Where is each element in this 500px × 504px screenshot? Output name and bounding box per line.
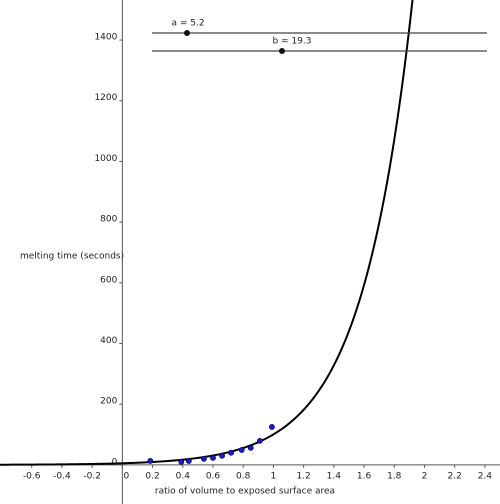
data-point [219,452,225,459]
y-tick-label: 800 [100,215,117,225]
slider-knob[interactable] [279,48,285,54]
x-tick-label: 0.4 [176,471,191,481]
x-tick-label: 0.6 [206,471,221,481]
data-point [238,447,245,453]
x-tick-label: 2 [422,471,428,481]
x-tick-label: 1.2 [296,471,310,481]
y-tick-label: 200 [100,397,117,407]
y-tick-label: 1400 [94,33,117,43]
x-axis-label: ratio of volume to exposed surface area [155,487,335,497]
y-tick-label: 1200 [94,93,117,103]
x-tick-label: 0.2 [145,471,159,481]
data-point [201,455,207,462]
x-tick-label: -0.4 [53,471,71,481]
data-point [269,424,275,430]
x-tick-label: 0 [123,471,129,481]
data-point [178,458,185,465]
data-point [185,458,192,464]
y-tick-label: 400 [100,336,117,346]
slider-label: a = 5.2 [171,19,204,29]
y-tick-label: 0 [112,457,118,467]
x-tick-label: 1.8 [387,471,402,481]
fit-curve [0,0,414,466]
data-point [210,454,216,461]
slider-knob[interactable] [184,30,190,36]
x-tick-label: 2.2 [448,471,462,481]
x-tick-label: -0.6 [23,471,41,481]
y-tick-label: 1000 [94,154,117,164]
data-point [228,449,235,456]
data-point [247,444,254,451]
x-tick-label: -0.2 [83,471,101,481]
y-axis-label: melting time (seconds) [20,252,124,262]
y-tick-label: 600 [100,275,117,285]
x-tick-label: 1 [271,471,277,481]
x-tick-label: 2.4 [478,471,493,481]
data-point [147,458,154,464]
data-point [256,437,263,444]
x-tick-label: 1.4 [327,471,342,481]
slider-label: b = 19.3 [272,37,311,47]
x-tick-label: 0.8 [236,471,251,481]
x-tick-label: 1.6 [357,471,372,481]
